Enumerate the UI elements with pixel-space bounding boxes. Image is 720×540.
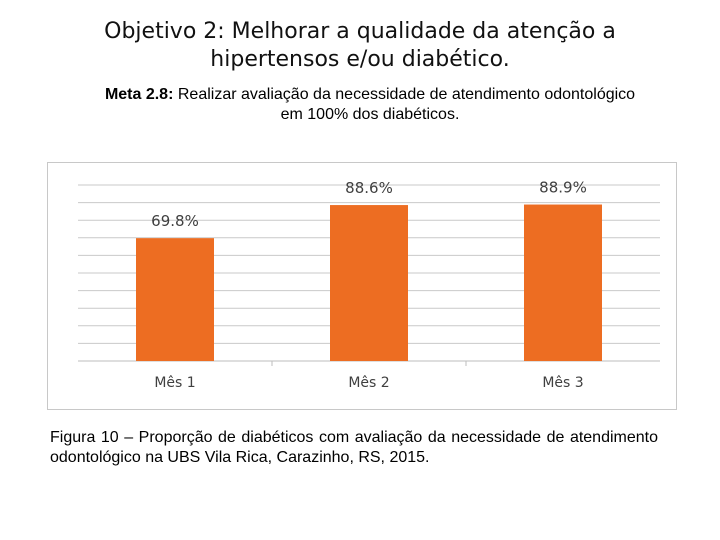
x-tick-label-3: Mês 3 xyxy=(542,375,583,391)
slide-title-line1: Objetivo 2: Melhorar a qualidade da aten… xyxy=(104,19,616,44)
meta-text-line2: em 100% dos diabéticos. xyxy=(280,106,460,123)
bar-chart: 69.8% Mês 1 88.6% Mês 2 88.9% Mês 3 xyxy=(47,162,677,410)
data-label-1: 69.8% xyxy=(151,212,199,230)
figure-caption: Figura 10 – Proporção de diabéticos com … xyxy=(50,429,658,466)
data-label-2: 88.6% xyxy=(345,179,393,197)
bar-chart-svg: 69.8% Mês 1 88.6% Mês 2 88.9% Mês 3 xyxy=(78,179,660,391)
meta-description: Meta 2.8: Realizar avaliação da necessid… xyxy=(40,85,700,125)
data-label-3: 88.9% xyxy=(539,179,587,197)
bar-1 xyxy=(136,238,214,361)
x-tick-label-2: Mês 2 xyxy=(348,375,389,391)
slide-title-line2: hipertensos e/ou diabético. xyxy=(210,47,510,72)
meta-line1: Meta 2.8: Realizar avaliação da necessid… xyxy=(40,85,700,105)
slide-title: Objetivo 2: Melhorar a qualidade da aten… xyxy=(60,18,660,74)
x-tick-label-1: Mês 1 xyxy=(154,375,195,391)
bar-2 xyxy=(330,205,408,361)
bar-3 xyxy=(524,204,602,361)
meta-label: Meta 2.8: xyxy=(104,86,174,103)
meta-text-line1: Realizar avaliação da necessidade de ate… xyxy=(177,86,636,103)
